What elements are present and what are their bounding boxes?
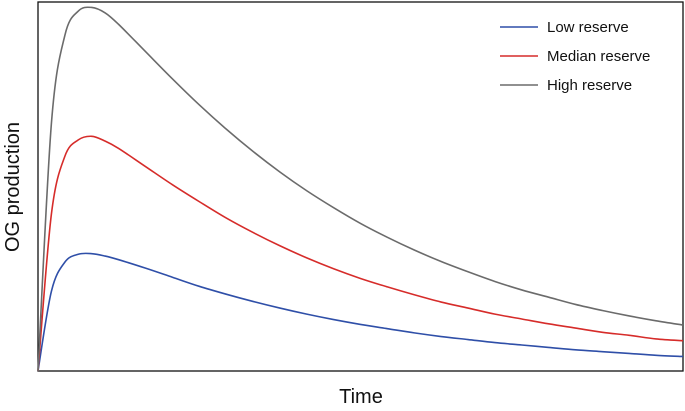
legend-label-high-reserve: High reserve <box>547 77 632 94</box>
series-layer <box>37 6 684 372</box>
series-line-median-reserve <box>37 135 684 372</box>
series-line-high-reserve <box>37 6 684 372</box>
plot-frame <box>37 1 684 372</box>
legend-label-median-reserve: Median reserve <box>547 48 650 65</box>
legend: Low reserve Median reserve High reserve <box>500 19 650 94</box>
legend-label-low-reserve: Low reserve <box>547 19 629 36</box>
x-axis-title: Time <box>339 386 383 408</box>
series-line-low-reserve <box>37 252 684 372</box>
y-axis-title: OG production <box>2 122 24 252</box>
